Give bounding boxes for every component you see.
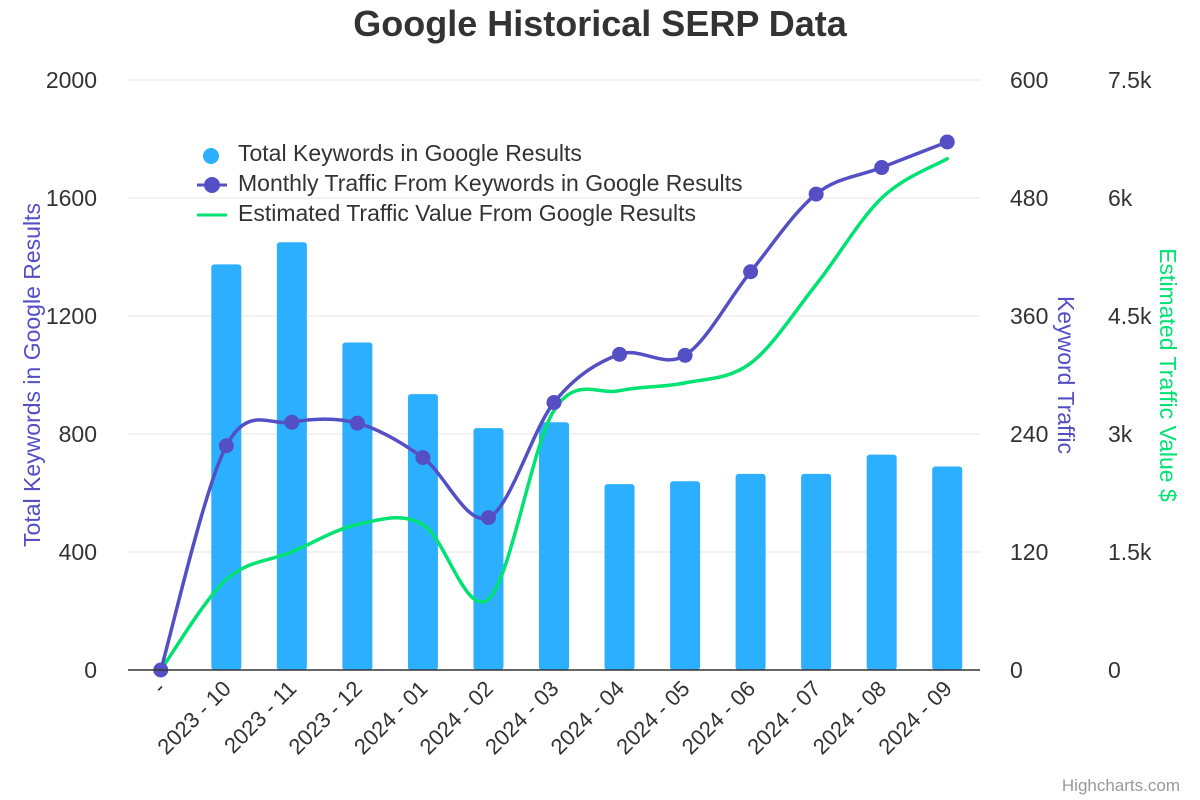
bar-total-keywords[interactable] [539,422,569,670]
bar-total-keywords[interactable] [342,342,373,670]
bar-total-keywords[interactable] [407,394,438,670]
point-keyword-traffic[interactable] [546,395,562,411]
line-keyword-traffic[interactable] [159,140,949,672]
legend-label-traffic: Monthly Traffic From Keywords in Google … [238,170,742,196]
legend-symbol-traffic [204,177,220,193]
point-keyword-traffic[interactable] [743,264,759,280]
legend: Total Keywords in Google Results Monthly… [197,140,742,226]
point-keyword-traffic[interactable] [415,450,431,466]
point-keyword-traffic[interactable] [808,186,824,202]
point-keyword-traffic[interactable] [612,346,628,362]
traffic-value-axis-title: Estimated Traffic Value $ [1155,248,1181,502]
traffic-value-tick-label: 1.5k [1108,539,1152,565]
keyword-traffic-tick-label: 0 [1010,657,1023,683]
traffic-value-tick-label: 3k [1108,421,1133,447]
bar-total-keywords[interactable] [670,481,701,670]
keyword-traffic-tick-label: 240 [1010,421,1048,447]
legend-item-keywords[interactable]: Total Keywords in Google Results [203,140,582,166]
keyword-traffic-axis-title: Keyword Traffic [1053,296,1079,454]
point-keyword-traffic[interactable] [349,415,365,431]
left-axis-title: Total Keywords in Google Results [19,203,45,547]
point-keyword-traffic[interactable] [874,160,890,176]
x-axis-tick-label: - [147,676,170,699]
traffic-value-tick-label: 6k [1108,185,1133,211]
bar-total-keywords[interactable] [866,454,897,670]
credits-link[interactable]: Highcharts.com [1062,776,1180,795]
legend-item-value[interactable]: Estimated Traffic Value From Google Resu… [197,200,696,226]
left-axis-tick-label: 2000 [46,67,97,93]
bar-total-keywords[interactable] [932,466,963,670]
bar-total-keywords[interactable] [211,264,242,670]
bar-total-keywords[interactable] [276,242,307,670]
left-axis-tick-label: 0 [84,657,97,683]
line-series [153,134,955,678]
legend-label-keywords: Total Keywords in Google Results [238,140,582,166]
legend-item-traffic[interactable]: Monthly Traffic From Keywords in Google … [197,170,742,196]
chart-title: Google Historical SERP Data [353,3,847,44]
bar-series [211,242,963,670]
bar-total-keywords[interactable] [735,473,766,670]
bar-total-keywords[interactable] [801,473,832,670]
point-keyword-traffic[interactable] [939,134,955,150]
keyword-traffic-tick-label: 360 [1010,303,1048,329]
bar-total-keywords[interactable] [604,484,635,670]
keyword-traffic-tick-label: 120 [1010,539,1048,565]
left-axis-tick-label: 400 [59,539,97,565]
legend-symbol-keywords [203,148,219,164]
line-traffic-value[interactable] [159,156,949,672]
traffic-value-tick-label: 7.5k [1108,67,1152,93]
traffic-value-tick-label: 0 [1108,657,1121,683]
left-axis-tick-label: 800 [59,421,97,447]
legend-label-value: Estimated Traffic Value From Google Resu… [238,200,696,226]
bar-total-keywords[interactable] [473,428,504,670]
point-keyword-traffic[interactable] [218,438,234,454]
grid-lines [128,79,980,553]
keyword-traffic-tick-label: 600 [1010,67,1048,93]
point-keyword-traffic[interactable] [284,414,300,430]
traffic-value-tick-label: 4.5k [1108,303,1152,329]
axes: 0 400 800 1200 1600 2000 0 120 240 360 480 600 0 1.5k… [46,67,1152,683]
point-keyword-traffic[interactable] [480,510,496,526]
keyword-traffic-tick-label: 480 [1010,185,1048,211]
left-axis-tick-label: 1200 [46,303,97,329]
point-keyword-traffic[interactable] [677,347,693,363]
left-axis-tick-label: 1600 [46,185,97,211]
